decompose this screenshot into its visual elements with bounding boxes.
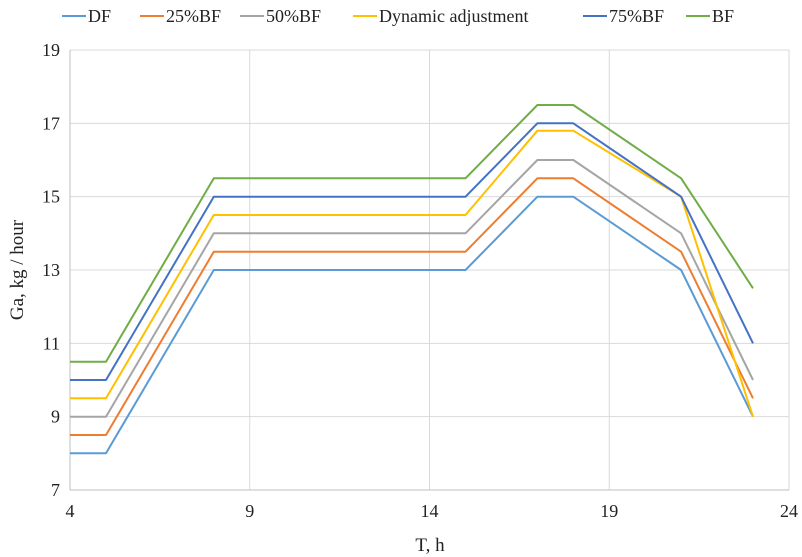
y-tick-label: 15 [42, 187, 60, 207]
gridlines [70, 49, 790, 490]
series-lines [70, 104, 754, 455]
series-line-4 [70, 122, 754, 381]
x-tick-label: 9 [245, 501, 254, 521]
y-tick-label: 9 [51, 407, 60, 427]
y-tick-label: 11 [43, 333, 60, 353]
legend-label: 75%BF [609, 6, 664, 26]
series-line-2 [70, 159, 754, 418]
legend-label: 50%BF [266, 6, 321, 26]
series-line-0 [70, 195, 754, 455]
x-tick-label: 24 [780, 501, 798, 521]
legend-label: BF [712, 6, 734, 26]
y-tick-label: 13 [42, 260, 60, 280]
axes: 7 9 11 13 15 17 19 4 9 14 19 24 [42, 40, 798, 521]
y-tick-label: 17 [42, 113, 60, 133]
legend-label: DF [88, 6, 111, 26]
x-axis-label: T, h [415, 535, 445, 556]
x-tick-label: 4 [66, 501, 75, 521]
x-tick-label: 14 [421, 501, 439, 521]
y-tick-label: 19 [42, 40, 60, 60]
y-axis-label: Ga, kg / hour [7, 219, 28, 320]
y-tick-label: 7 [51, 480, 60, 500]
legend-label: 25%BF [166, 6, 221, 26]
x-tick-label: 19 [600, 501, 618, 521]
legend: DF 25%BF 50%BF Dynamic adjustment 75%BF BF [62, 6, 734, 26]
series-line-3 [70, 129, 754, 418]
legend-label: Dynamic adjustment [379, 6, 528, 26]
series-line-1 [70, 177, 754, 436]
series-line-5 [70, 104, 754, 363]
